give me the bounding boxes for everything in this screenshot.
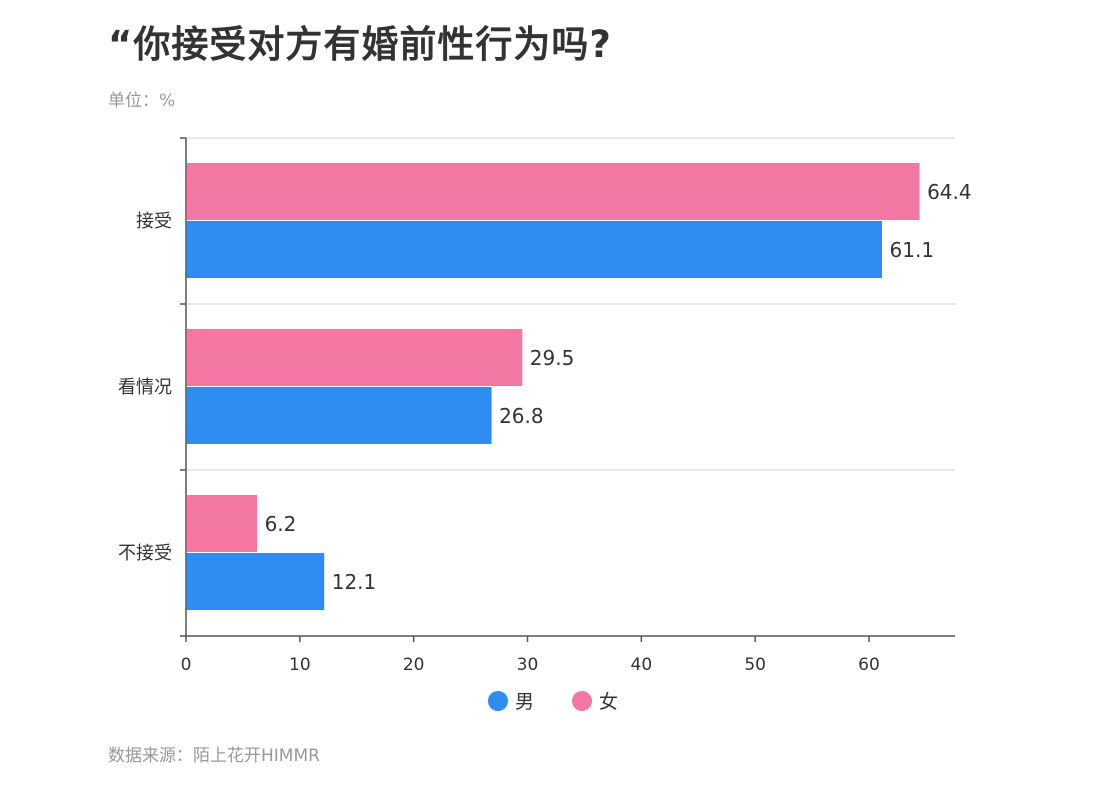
bar-female xyxy=(186,163,920,220)
x-tick-label: 10 xyxy=(289,655,311,675)
data-label: 29.5 xyxy=(530,346,575,370)
data-label: 26.8 xyxy=(499,404,544,428)
legend-label: 女 xyxy=(599,691,618,713)
x-tick-label: 0 xyxy=(181,655,192,675)
data-source: 数据来源：陌上花开HIMMR xyxy=(108,746,320,766)
legend-marker-male xyxy=(488,691,508,711)
bar-male xyxy=(186,221,883,278)
chart-title: “你接受对方有婚前性行为吗? xyxy=(108,23,612,66)
legend-marker-female xyxy=(572,691,592,711)
category-label: 接受 xyxy=(136,211,172,232)
x-tick-label: 40 xyxy=(631,655,653,675)
bar-female xyxy=(186,329,523,386)
category-label: 看情况 xyxy=(118,377,172,398)
data-label: 6.2 xyxy=(265,512,297,536)
x-tick-label: 60 xyxy=(858,655,880,675)
bar-male xyxy=(186,387,492,444)
legend-label: 男 xyxy=(515,691,534,713)
x-tick-label: 50 xyxy=(744,655,766,675)
unit-label: 单位：% xyxy=(108,91,176,111)
data-label: 12.1 xyxy=(332,570,377,594)
category-label: 不接受 xyxy=(118,543,172,564)
data-label: 61.1 xyxy=(890,238,935,262)
bar-male xyxy=(186,553,325,610)
x-tick-label: 30 xyxy=(517,655,539,675)
bar-female xyxy=(186,495,258,552)
x-tick-label: 20 xyxy=(403,655,425,675)
data-label: 64.4 xyxy=(927,180,972,204)
